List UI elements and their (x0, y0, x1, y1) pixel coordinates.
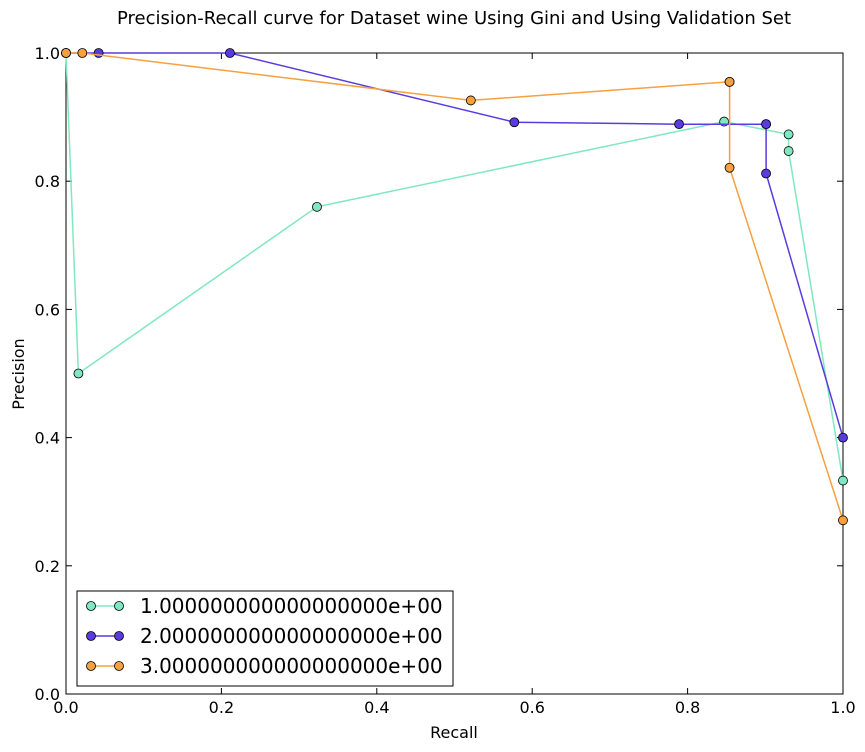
y-tick-label: 0.4 (35, 429, 60, 448)
legend-box (76, 590, 454, 687)
series-2-point (509, 117, 520, 128)
x-tick-label: 0.4 (364, 698, 389, 717)
y-tick-label: 0.0 (35, 685, 60, 704)
legend-label: 2.000000000000000000e+00 (140, 624, 443, 648)
series-3-point (61, 48, 71, 58)
series-line-1 (65, 52, 844, 481)
legend-label: 1.000000000000000000e+00 (140, 594, 443, 618)
series-2-point (93, 48, 104, 58)
series-1-point (312, 201, 322, 212)
series-2-point (761, 119, 771, 130)
legend-marker (86, 601, 96, 611)
y-axis: 0.0 0.2 0.4 0.6 0.8 1.0 (35, 44, 843, 704)
series-3-point (724, 162, 735, 173)
series-2-point (761, 168, 771, 179)
x-tick-label: 1.0 (830, 698, 855, 717)
y-tick-label: 1.0 (35, 44, 60, 63)
y-tick-label: 0.2 (35, 557, 60, 576)
chart-title: Precision-Recall curve for Dataset wine … (117, 8, 791, 29)
series-3-point (724, 76, 735, 87)
series-layer (61, 48, 848, 526)
legend-marker (114, 631, 124, 641)
legend-marker (114, 661, 124, 671)
legend-marker (86, 631, 96, 641)
series-3-point (838, 515, 848, 526)
series-1-point (73, 368, 84, 379)
x-axis-label: Recall (430, 723, 478, 742)
series-2-point (838, 432, 848, 443)
x-tick-label: 0.2 (209, 698, 234, 717)
y-axis-label: Precision (9, 338, 28, 409)
x-tick-label: 0.0 (53, 698, 78, 717)
x-tick-label: 0.8 (675, 698, 700, 717)
series-1-point (838, 475, 848, 486)
series-line-2 (66, 52, 844, 438)
plot-frame (65, 52, 844, 695)
legend-marker (114, 601, 124, 611)
x-tick-label: 0.6 (519, 698, 544, 717)
x-axis: 0.0 0.2 0.4 0.6 0.8 1.0 (53, 53, 856, 717)
series-2-point (674, 119, 684, 130)
series-1-point (783, 129, 794, 140)
y-tick-label: 0.6 (35, 300, 60, 319)
legend-marker (86, 661, 96, 671)
legend: 1.000000000000000000e+00 2.00000000000000… (76, 590, 454, 687)
legend-label: 3.000000000000000000e+00 (140, 654, 443, 678)
series-3-point (77, 48, 88, 58)
series-3-point (465, 95, 476, 106)
y-tick-label: 0.8 (35, 172, 60, 191)
series-1-point (783, 146, 794, 156)
series-2-point (225, 48, 235, 58)
